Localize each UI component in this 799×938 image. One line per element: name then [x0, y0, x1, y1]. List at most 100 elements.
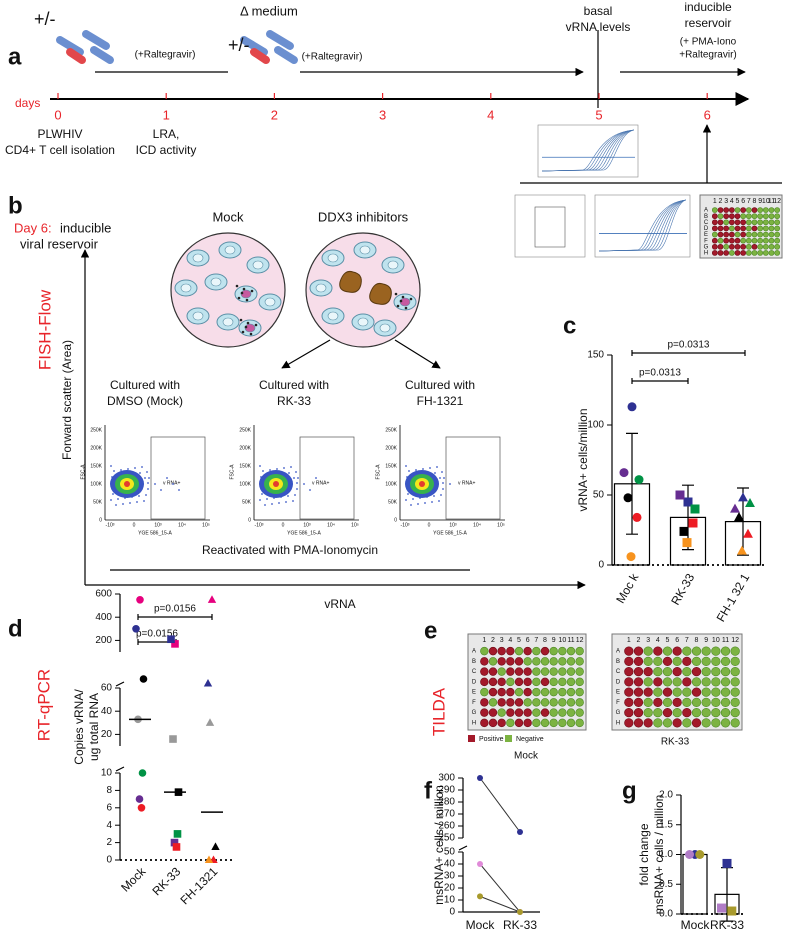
- well: [701, 677, 711, 687]
- well: [575, 657, 584, 666]
- well: [514, 698, 524, 707]
- vrna-dot: [409, 297, 413, 301]
- panel-letter: d: [8, 615, 23, 642]
- nucleus: [192, 311, 204, 321]
- well: [653, 656, 663, 667]
- well: [633, 718, 644, 728]
- nucleus: [379, 323, 391, 333]
- well: [740, 243, 747, 250]
- day-label: 4: [487, 107, 494, 122]
- point: [205, 718, 215, 726]
- arrow: [394, 339, 441, 369]
- plot-tick: 250K: [239, 427, 251, 433]
- plate-col: 4: [656, 637, 660, 644]
- well: [672, 687, 682, 697]
- well: [768, 231, 775, 238]
- well: [768, 237, 775, 244]
- well: [757, 225, 764, 232]
- x-tick-label: RK-33: [710, 918, 744, 932]
- well: [730, 707, 740, 718]
- y-tick-label: 40: [101, 706, 113, 717]
- nucleus: [210, 277, 222, 287]
- nucleus: [192, 253, 204, 263]
- well: [717, 243, 724, 250]
- event: [136, 501, 138, 503]
- well: [672, 697, 682, 708]
- well: [751, 225, 758, 232]
- well: [691, 646, 702, 656]
- event: [166, 477, 168, 479]
- plate-col: 11: [722, 637, 729, 644]
- plot-tick: 250K: [385, 427, 397, 433]
- condition: RK-33: [277, 394, 311, 408]
- point: [477, 893, 483, 900]
- well: [643, 687, 653, 697]
- well: [523, 646, 532, 656]
- well: [723, 250, 730, 256]
- event: [112, 493, 114, 495]
- well: [488, 677, 498, 687]
- well: [762, 213, 769, 220]
- density: [273, 481, 279, 487]
- well: [558, 667, 567, 676]
- well: [653, 646, 663, 656]
- well: [672, 656, 682, 667]
- well: [624, 718, 634, 728]
- event: [309, 489, 311, 491]
- well: [653, 697, 663, 708]
- well: [672, 677, 682, 687]
- plot-tick: 50K: [93, 499, 103, 505]
- well: [723, 225, 730, 232]
- well: [624, 646, 634, 656]
- well: [701, 697, 711, 708]
- well: [480, 646, 489, 656]
- nucleus: [244, 323, 256, 333]
- plate-row: F: [472, 700, 476, 706]
- well: [734, 225, 741, 232]
- point: [132, 625, 140, 633]
- gate: [150, 436, 206, 520]
- well: [691, 697, 702, 708]
- inhibited-cell: [339, 271, 362, 293]
- event: [148, 477, 150, 479]
- plate-col: 3: [500, 637, 504, 644]
- plate-col: 1: [482, 637, 486, 644]
- well: [480, 687, 489, 697]
- well: [740, 207, 747, 213]
- well: [757, 231, 764, 238]
- well: [480, 667, 489, 676]
- well: [514, 646, 524, 656]
- plate-row: C: [704, 220, 709, 226]
- point: [167, 635, 175, 644]
- event: [295, 471, 297, 473]
- well: [633, 666, 644, 677]
- well: [757, 243, 764, 250]
- plot-tick: 10⁴: [327, 522, 335, 528]
- well: [734, 213, 741, 220]
- tube: [274, 46, 298, 64]
- plot-tick: 50K: [388, 499, 398, 505]
- well: [532, 677, 541, 687]
- vrna-dot: [250, 289, 254, 293]
- plate-col: 12: [731, 637, 739, 644]
- point: [211, 842, 220, 850]
- well: [624, 656, 634, 667]
- event: [147, 488, 149, 490]
- well: [728, 213, 735, 220]
- y-tick-label: 200: [95, 635, 112, 646]
- well: [532, 708, 541, 717]
- well: [740, 213, 747, 220]
- nucleus: [264, 297, 276, 307]
- plate-col: 5: [736, 198, 740, 205]
- note: +Raltegravir): [679, 50, 737, 61]
- plot-tick: 10³: [154, 522, 162, 528]
- note: +/-: [228, 35, 250, 55]
- y-tick-label: 290: [438, 785, 455, 796]
- nucleus: [252, 260, 264, 270]
- tube: [90, 46, 114, 64]
- point: [137, 804, 146, 812]
- well: [575, 667, 584, 676]
- note: ICD activity: [136, 143, 197, 157]
- event: [424, 502, 426, 504]
